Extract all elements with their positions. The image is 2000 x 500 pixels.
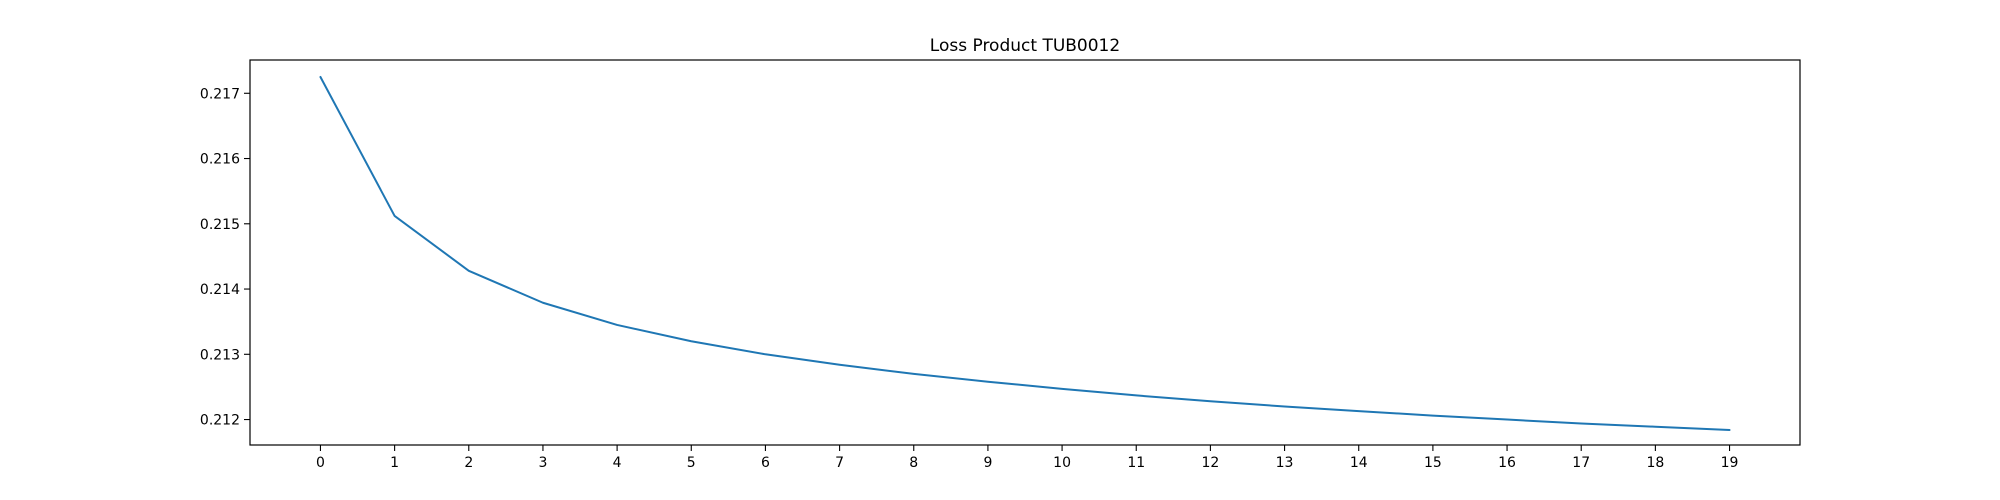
x-tick-label: 17 bbox=[1572, 455, 1590, 471]
x-tick-label: 12 bbox=[1201, 455, 1219, 471]
y-tick-label: 0.213 bbox=[200, 347, 240, 363]
x-tick-label: 19 bbox=[1721, 455, 1739, 471]
x-tick-label: 3 bbox=[538, 455, 547, 471]
x-tick-label: 16 bbox=[1498, 455, 1516, 471]
x-tick-label: 2 bbox=[464, 455, 473, 471]
series-layer bbox=[319, 75, 1731, 431]
x-tick-label: 1 bbox=[390, 455, 399, 471]
x-axis: 0 1 2 3 4 5 6 7 8 9 10 11 12 13 14 15 16 17 18 19 bbox=[316, 445, 1738, 471]
x-tick-label: 0 bbox=[316, 455, 325, 471]
chart-title: Loss Product TUB0012 bbox=[930, 36, 1120, 56]
x-tick-label: 5 bbox=[687, 455, 696, 471]
x-tick-label: 8 bbox=[909, 455, 918, 471]
x-tick-label: 11 bbox=[1127, 455, 1145, 471]
y-tick-label: 0.214 bbox=[200, 282, 240, 298]
plot-frame bbox=[249, 59, 1801, 446]
x-tick-label: 13 bbox=[1276, 455, 1294, 471]
y-axis: 0.212 0.213 0.214 0.215 0.216 0.217 bbox=[200, 86, 250, 429]
y-tick-label: 0.217 bbox=[200, 86, 240, 102]
y-tick-label: 0.212 bbox=[200, 413, 240, 429]
x-tick-label: 7 bbox=[835, 455, 844, 471]
x-tick-label: 10 bbox=[1053, 455, 1071, 471]
x-tick-label: 18 bbox=[1646, 455, 1664, 471]
y-tick-label: 0.216 bbox=[200, 152, 240, 168]
series-line bbox=[319, 75, 1731, 431]
x-tick-label: 4 bbox=[613, 455, 622, 471]
x-tick-label: 6 bbox=[761, 455, 770, 471]
x-tick-label: 14 bbox=[1350, 455, 1368, 471]
x-tick-label: 15 bbox=[1424, 455, 1442, 471]
x-tick-label: 9 bbox=[983, 455, 992, 471]
y-tick-label: 0.215 bbox=[200, 217, 240, 233]
